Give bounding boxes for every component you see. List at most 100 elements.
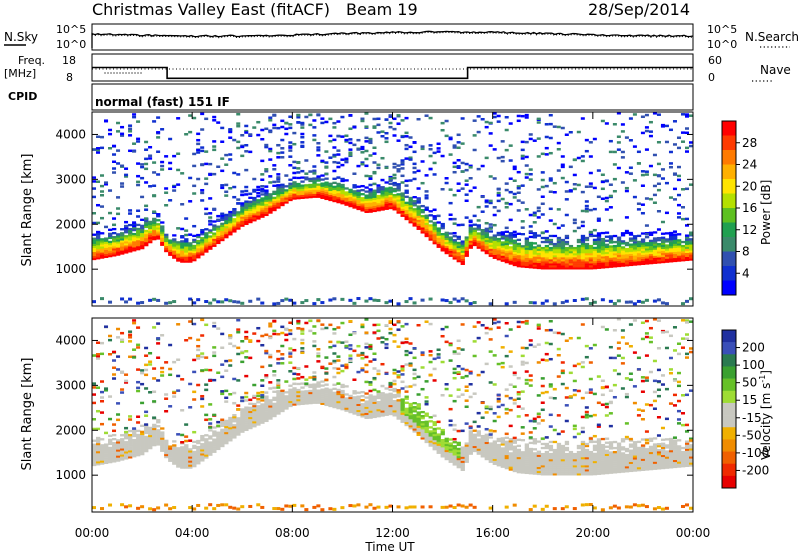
power-scatter bbox=[504, 201, 509, 205]
velocity-cell bbox=[532, 440, 538, 443]
power-cell bbox=[300, 180, 305, 183]
velocity-cell bbox=[160, 435, 165, 438]
velocity-scatter bbox=[316, 319, 321, 322]
power-scatter bbox=[588, 182, 593, 185]
velocity-ground bbox=[108, 503, 113, 507]
velocity-cell bbox=[416, 433, 421, 436]
power-cell bbox=[532, 242, 538, 245]
power-scatter bbox=[112, 217, 117, 220]
velocity-cell bbox=[284, 407, 289, 410]
velocity-scatter bbox=[284, 333, 289, 337]
velocity-scatter bbox=[404, 390, 409, 393]
power-scatter bbox=[364, 164, 369, 168]
power-cell bbox=[300, 188, 305, 191]
velocity-cell bbox=[136, 449, 141, 453]
velocity-scatter bbox=[520, 390, 525, 393]
power-cell bbox=[280, 193, 285, 197]
power-cell bbox=[640, 258, 646, 261]
velocity-scatter bbox=[448, 419, 453, 422]
velocity-scatter bbox=[272, 374, 277, 377]
velocity-scatter bbox=[364, 318, 369, 321]
velocity-cell bbox=[288, 402, 293, 406]
power-cell bbox=[648, 231, 654, 234]
power-cell bbox=[500, 253, 505, 256]
power-scatter bbox=[488, 227, 493, 230]
velocity-cell bbox=[392, 414, 397, 417]
power-cell bbox=[324, 177, 329, 180]
power-cell bbox=[568, 253, 574, 256]
power-cell bbox=[520, 233, 526, 236]
power-cell bbox=[428, 230, 433, 233]
velocity-scatter bbox=[372, 388, 377, 392]
velocity-cell bbox=[408, 402, 413, 406]
power-cell bbox=[636, 242, 642, 246]
power-cell bbox=[624, 258, 630, 261]
velocity-cell bbox=[212, 426, 217, 429]
power-cell bbox=[424, 230, 429, 234]
velocity-cell bbox=[452, 447, 457, 450]
velocity-scatter bbox=[440, 360, 445, 364]
velocity-scatter bbox=[424, 402, 429, 406]
power-scatter bbox=[536, 209, 541, 213]
power-cell bbox=[232, 222, 237, 225]
power-cell bbox=[424, 216, 429, 219]
velocity-cell bbox=[328, 404, 333, 408]
velocity-cell bbox=[468, 432, 473, 435]
power-scatter bbox=[684, 224, 689, 227]
power-scatter bbox=[368, 141, 373, 145]
velocity-cell bbox=[480, 445, 485, 448]
power-scatter bbox=[296, 116, 301, 119]
velocity-cell bbox=[144, 439, 149, 443]
velocity-scatter bbox=[440, 327, 445, 331]
power-cell bbox=[440, 249, 445, 252]
power-cell bbox=[684, 246, 690, 249]
velocity-cell bbox=[312, 393, 317, 396]
velocity-cell bbox=[484, 447, 489, 451]
power-cell bbox=[276, 184, 281, 187]
velocity-scatter bbox=[468, 370, 473, 374]
power-cell bbox=[604, 245, 610, 249]
velocity-scatter bbox=[424, 320, 429, 323]
power-cell bbox=[328, 186, 333, 189]
power-scatter bbox=[148, 145, 153, 149]
power-scatter bbox=[644, 224, 649, 227]
velocity-ground bbox=[272, 507, 277, 511]
power-cell bbox=[624, 251, 630, 255]
power-cell bbox=[636, 261, 642, 264]
velocity-scatter bbox=[120, 388, 125, 391]
power-cell bbox=[528, 255, 534, 259]
velocity-cell bbox=[380, 412, 385, 415]
velocity-cell bbox=[116, 441, 121, 444]
power-ground bbox=[408, 297, 413, 301]
power-cell bbox=[320, 196, 325, 199]
velocity-cell bbox=[312, 391, 317, 394]
power-cell bbox=[448, 252, 453, 255]
power-scatter bbox=[644, 197, 649, 200]
velocity-cell bbox=[232, 428, 237, 431]
velocity-cell bbox=[504, 444, 509, 448]
power-cell bbox=[236, 215, 241, 218]
power-cell bbox=[400, 204, 405, 207]
power-scatter bbox=[392, 162, 397, 166]
power-scatter bbox=[568, 131, 573, 134]
power-cell bbox=[632, 241, 638, 244]
power-cell bbox=[188, 254, 193, 257]
velocity-scatter bbox=[524, 361, 529, 365]
power-scatter bbox=[496, 199, 501, 203]
power-scatter bbox=[656, 162, 661, 166]
power-cell bbox=[328, 198, 333, 202]
velocity-scatter bbox=[336, 367, 341, 371]
velocity-cell bbox=[320, 384, 325, 387]
power-scatter bbox=[312, 172, 317, 175]
power-scatter bbox=[236, 122, 241, 125]
velocity-scatter bbox=[316, 352, 321, 355]
velocity-scatter bbox=[332, 375, 337, 379]
power-cell bbox=[596, 246, 602, 249]
velocity-cell bbox=[184, 456, 189, 459]
velocity-cell bbox=[372, 411, 377, 415]
power-ground bbox=[612, 302, 617, 306]
velocity-cell bbox=[220, 422, 225, 425]
power-scatter bbox=[560, 126, 565, 130]
power-cell bbox=[548, 246, 554, 250]
velocity-cell bbox=[396, 413, 401, 416]
